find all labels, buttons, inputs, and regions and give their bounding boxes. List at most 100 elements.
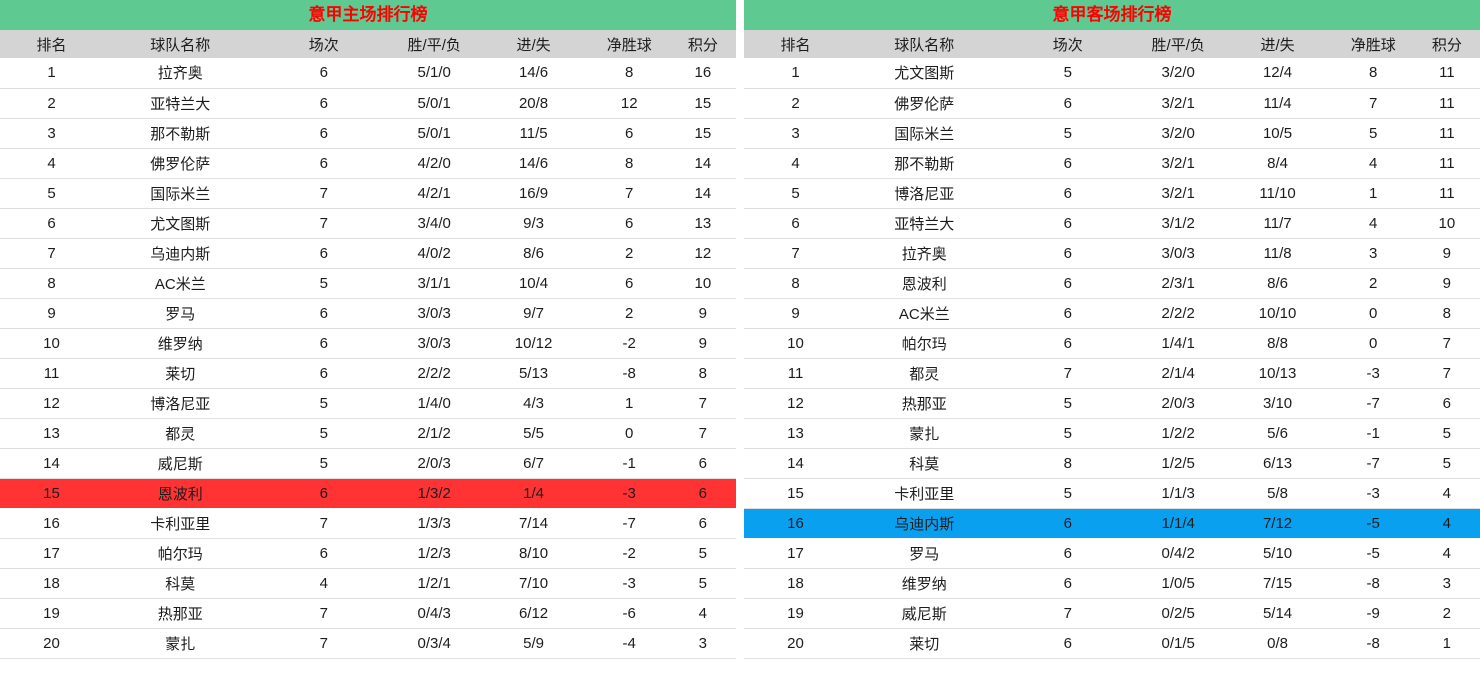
wdl-cell: 2/2/2: [390, 358, 479, 389]
gd-cell: -3: [588, 568, 670, 599]
rank-cell: 15: [0, 478, 104, 508]
matches-cell: 7: [257, 508, 391, 539]
table-row: 15 卡利亚里 5 1/1/3 5/8 -3 4: [744, 478, 1480, 509]
matches-cell: 7: [257, 208, 391, 239]
table-row: 5 国际米兰 7 4/2/1 16/9 7 14: [0, 178, 736, 209]
rank-cell: 4: [0, 148, 104, 179]
points-cell: 11: [1413, 118, 1480, 149]
table-body: 1 拉齐奥 6 5/1/0 14/6 8 16 2 亚特兰大 6 5/0/1 20/8 12 15 3 那不勒…: [0, 58, 736, 659]
matches-cell: 4: [257, 568, 391, 599]
home-ranking-table: 意甲主场排行榜 排名 球队名称 场次 胜/平/负 进/失 净胜球 积分 1 拉齐奥 6 5/1/0…: [0, 0, 736, 682]
matches-cell: 5: [257, 448, 391, 479]
team-cell: 国际米兰: [847, 118, 1002, 149]
rank-cell: 18: [0, 568, 104, 599]
points-cell: 4: [669, 598, 736, 629]
matches-cell: 6: [257, 118, 391, 149]
goals-cell: 5/6: [1222, 418, 1333, 449]
table-row: 18 科莫 4 1/2/1 7/10 -3 5: [0, 568, 736, 599]
wdl-cell: 3/2/0: [1134, 58, 1223, 89]
team-cell: 莱切: [103, 358, 258, 389]
wdl-cell: 3/1/2: [1134, 208, 1223, 239]
gd-cell: -1: [1332, 418, 1414, 449]
matches-cell: 5: [1001, 478, 1135, 509]
points-cell: 5: [1413, 448, 1480, 479]
points-cell: 6: [1413, 388, 1480, 419]
table-row: 8 AC米兰 5 3/1/1 10/4 6 10: [0, 268, 736, 299]
points-cell: 9: [1413, 238, 1480, 269]
column-header: 积分: [669, 30, 736, 58]
goals-cell: 8/6: [478, 238, 589, 269]
column-header: 球队名称: [103, 30, 258, 58]
away-table-title: 意甲客场排行榜: [744, 0, 1480, 30]
matches-cell: 6: [1001, 238, 1135, 269]
wdl-cell: 4/2/0: [390, 148, 479, 179]
rank-cell: 8: [744, 268, 848, 299]
gd-cell: 2: [1332, 268, 1414, 299]
gd-cell: 1: [1332, 178, 1414, 209]
standings-table: 排名 球队名称 场次 胜/平/负 进/失 净胜球 积分 1 尤文图斯 5 3/2/0 12/4 8 11…: [744, 30, 1480, 659]
gd-cell: 12: [588, 88, 670, 119]
table-row: 12 热那亚 5 2/0/3 3/10 -7 6: [744, 388, 1480, 419]
rank-cell: 3: [0, 118, 104, 149]
column-header: 场次: [257, 30, 391, 58]
rank-cell: 16: [0, 508, 104, 539]
wdl-cell: 3/0/3: [1134, 238, 1223, 269]
points-cell: 6: [669, 508, 736, 539]
gd-cell: 6: [588, 268, 670, 299]
matches-cell: 6: [1001, 628, 1135, 659]
team-cell: 亚特兰大: [847, 208, 1002, 239]
table-row: 10 帕尔玛 6 1/4/1 8/8 0 7: [744, 328, 1480, 359]
rank-cell: 13: [0, 418, 104, 449]
points-cell: 3: [1413, 568, 1480, 599]
team-cell: 莱切: [847, 628, 1002, 659]
wdl-cell: 3/4/0: [390, 208, 479, 239]
table-row: 4 那不勒斯 6 3/2/1 8/4 4 11: [744, 148, 1480, 179]
table-row: 11 都灵 7 2/1/4 10/13 -3 7: [744, 358, 1480, 389]
wdl-cell: 3/2/0: [1134, 118, 1223, 149]
team-cell: 拉齐奥: [847, 238, 1002, 269]
away-ranking-table: 意甲客场排行榜 排名 球队名称 场次 胜/平/负 进/失 净胜球 积分 1 尤文图斯 5 3/2/…: [744, 0, 1480, 682]
matches-cell: 6: [1001, 538, 1135, 569]
rank-cell: 13: [744, 418, 848, 449]
points-cell: 7: [669, 418, 736, 449]
wdl-cell: 1/1/3: [1134, 478, 1223, 509]
team-cell: 都灵: [103, 418, 258, 449]
table-row: 19 威尼斯 7 0/2/5 5/14 -9 2: [744, 598, 1480, 629]
goals-cell: 8/10: [478, 538, 589, 569]
rank-cell: 10: [0, 328, 104, 359]
wdl-cell: 0/1/5: [1134, 628, 1223, 659]
gd-cell: -1: [588, 448, 670, 479]
goals-cell: 14/6: [478, 148, 589, 179]
matches-cell: 5: [257, 268, 391, 299]
team-cell: 罗马: [103, 298, 258, 329]
team-cell: 维罗纳: [847, 568, 1002, 599]
matches-cell: 7: [257, 628, 391, 659]
table-body: 1 尤文图斯 5 3/2/0 12/4 8 11 2 佛罗伦萨 6 3/2/1 11/4 7 11 3 国际米…: [744, 58, 1480, 659]
column-header: 积分: [1413, 30, 1480, 58]
gd-cell: 8: [588, 58, 670, 89]
team-cell: 科莫: [103, 568, 258, 599]
rank-cell: 10: [744, 328, 848, 359]
wdl-cell: 2/2/2: [1134, 298, 1223, 329]
gd-cell: -7: [588, 508, 670, 539]
table-row: 5 博洛尼亚 6 3/2/1 11/10 1 11: [744, 178, 1480, 209]
team-cell: 热那亚: [847, 388, 1002, 419]
table-row: 7 乌迪内斯 6 4/0/2 8/6 2 12: [0, 238, 736, 269]
header-row: 排名 球队名称 场次 胜/平/负 进/失 净胜球 积分: [744, 30, 1480, 58]
matches-cell: 5: [1001, 388, 1135, 419]
rank-cell: 9: [0, 298, 104, 329]
rank-cell: 11: [0, 358, 104, 389]
points-cell: 14: [669, 148, 736, 179]
goals-cell: 12/4: [1222, 58, 1333, 89]
wdl-cell: 5/0/1: [390, 88, 479, 119]
gd-cell: -5: [1332, 508, 1414, 538]
wdl-cell: 3/0/3: [390, 298, 479, 329]
wdl-cell: 1/2/5: [1134, 448, 1223, 479]
wdl-cell: 5/1/0: [390, 58, 479, 89]
table-row: 17 罗马 6 0/4/2 5/10 -5 4: [744, 538, 1480, 569]
points-cell: 5: [669, 568, 736, 599]
goals-cell: 1/4: [478, 478, 589, 508]
rank-cell: 3: [744, 118, 848, 149]
points-cell: 14: [669, 178, 736, 209]
team-cell: 佛罗伦萨: [103, 148, 258, 179]
